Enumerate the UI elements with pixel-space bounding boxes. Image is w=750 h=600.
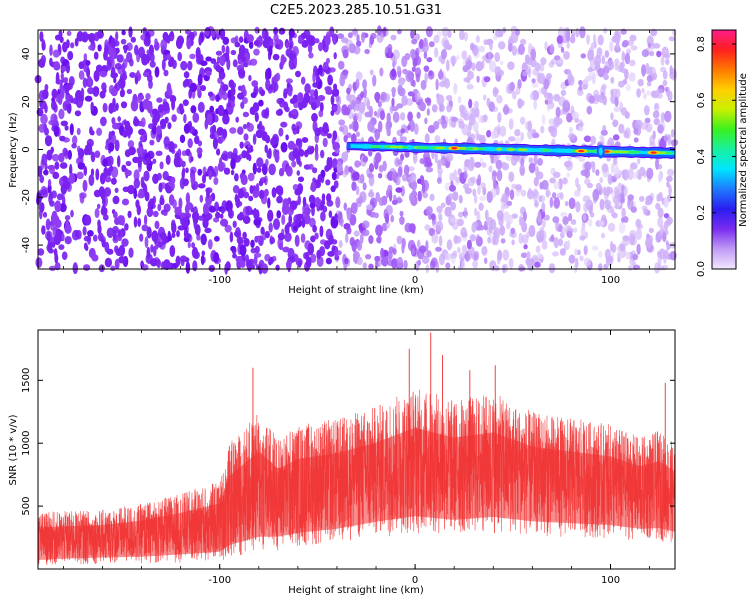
snr-x-ticks: -100 0 100 500 1000 1500 xyxy=(21,330,675,586)
y-tick-label: -20 xyxy=(21,189,32,205)
snr-frame xyxy=(37,329,676,570)
colorbar-gradient xyxy=(712,30,736,269)
y-tick-label: 1000 xyxy=(21,430,32,455)
spectrogram-signal-trace xyxy=(346,141,676,160)
colorbar: 0.0 0.2 0.4 0.6 0.8 Normalized spectral ampl… xyxy=(696,29,749,277)
colorbar-frame xyxy=(711,29,737,270)
snr-panel: -100 0 100 500 1000 1500 Height of straight l… xyxy=(8,329,676,596)
spectrogram-x-label: Height of straight line (km) xyxy=(288,285,424,296)
x-tick-label: -100 xyxy=(208,275,231,286)
snr-series xyxy=(38,332,675,566)
colorbar-tick-label: 0.6 xyxy=(696,92,707,108)
snr-x-label: Height of straight line (km) xyxy=(288,585,424,596)
colorbar-tick-label: 0.4 xyxy=(696,149,707,165)
snr-y-label: SNR (10 * v/v) xyxy=(8,414,19,485)
y-tick-label: -40 xyxy=(21,237,32,253)
colorbar-tick-label: 0.2 xyxy=(696,205,707,221)
colorbar-label: Normalized spectral amplitude xyxy=(738,73,749,227)
x-tick-label: 0 xyxy=(412,275,418,286)
colorbar-ticks: 0.0 0.2 0.4 0.6 0.8 xyxy=(696,36,736,277)
colorbar-tick-label: 0.0 xyxy=(696,261,707,277)
x-tick-label: 0 xyxy=(412,575,418,586)
spectrogram-panel: -100 0 100 -40 -20 0 20 40 Height of straight l… xyxy=(8,25,679,296)
y-tick-label: 0 xyxy=(21,146,32,152)
figure-title: C2E5.2023.285.10.51.G31 xyxy=(270,3,442,18)
colorbar-tick-label: 0.8 xyxy=(696,36,707,52)
x-tick-label: -100 xyxy=(208,575,231,586)
y-tick-label: 20 xyxy=(21,95,32,108)
spectrogram-y-label: Frequency (Hz) xyxy=(8,112,19,188)
y-tick-label: 40 xyxy=(21,48,32,61)
y-tick-label: 1500 xyxy=(21,368,32,393)
spectrogram-x-ticks: -100 0 100 -40 -20 0 20 40 xyxy=(21,30,675,286)
x-tick-label: 100 xyxy=(601,575,620,586)
x-tick-label: 100 xyxy=(601,275,620,286)
y-tick-label: 500 xyxy=(21,497,32,516)
